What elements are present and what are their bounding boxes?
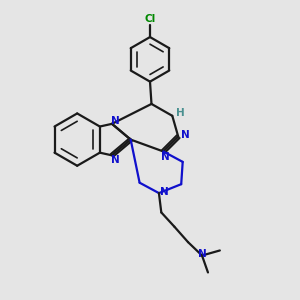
Text: N: N xyxy=(111,116,120,126)
Text: Cl: Cl xyxy=(144,14,156,24)
Text: H: H xyxy=(176,108,184,118)
Text: N: N xyxy=(198,249,207,259)
Text: N: N xyxy=(160,187,168,197)
Text: N: N xyxy=(181,130,190,140)
Text: N: N xyxy=(161,152,170,161)
Text: N: N xyxy=(111,154,120,164)
